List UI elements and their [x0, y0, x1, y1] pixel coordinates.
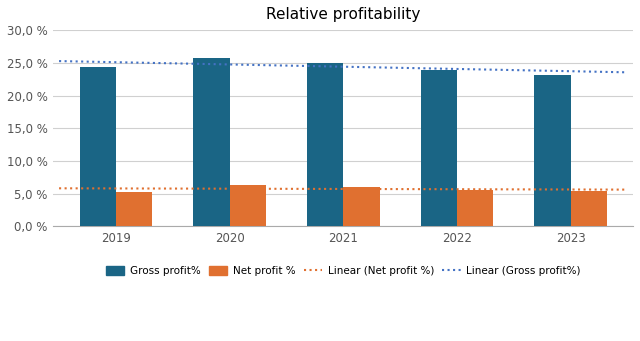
Bar: [420, 70, 457, 226]
Bar: [230, 185, 266, 226]
Bar: [534, 75, 570, 226]
Bar: [193, 58, 230, 226]
Legend: Gross profit%, Net profit %, Linear (Net profit %), Linear (Gross profit%): Gross profit%, Net profit %, Linear (Net…: [102, 262, 585, 280]
Bar: [343, 187, 380, 226]
Bar: [457, 190, 493, 226]
Bar: [570, 191, 607, 226]
Bar: [307, 63, 343, 226]
Bar: [79, 68, 116, 226]
Bar: [116, 192, 152, 226]
Title: Relative profitability: Relative profitability: [266, 7, 420, 22]
